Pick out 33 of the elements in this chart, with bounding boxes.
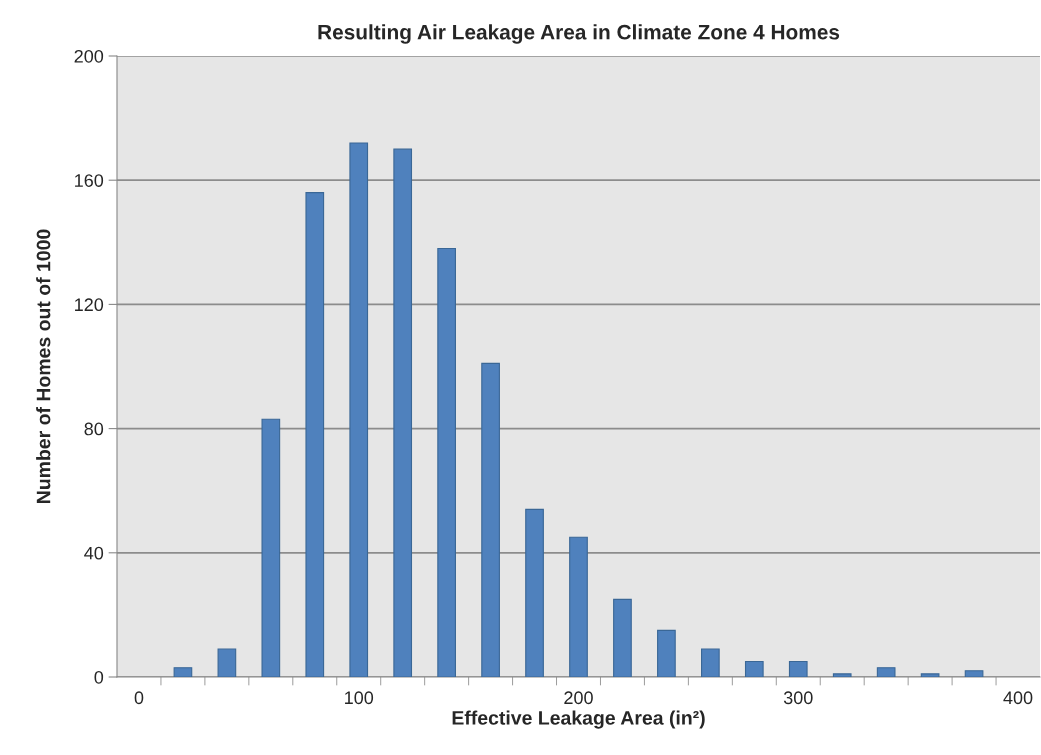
bar (481, 362, 500, 677)
bar (657, 629, 676, 677)
y-tick-label: 80 (84, 422, 104, 436)
x-tick-label: 400 (1003, 691, 1033, 705)
bar (349, 142, 369, 677)
y-tick-label: 0 (94, 670, 104, 684)
x-tick-label: 100 (345, 691, 374, 705)
bar (964, 670, 984, 677)
y-tick-label: 40 (84, 546, 104, 560)
bar (393, 148, 413, 677)
x-axis-title: Effective Leakage Area (in²) (452, 710, 705, 729)
bar (788, 660, 808, 677)
bar (525, 508, 544, 677)
bar (217, 648, 237, 677)
bar (305, 192, 325, 677)
bar (261, 418, 281, 677)
x-tick-label: 300 (783, 691, 813, 705)
y-tick-label: 200 (74, 49, 104, 63)
bar (832, 673, 852, 677)
bar (701, 648, 720, 677)
bar (613, 598, 632, 677)
bar (569, 536, 588, 677)
x-tick-label: 200 (564, 691, 593, 705)
bar (920, 673, 940, 677)
y-tick-label: 120 (75, 298, 104, 312)
bar (173, 667, 193, 677)
x-tick-label: 0 (134, 691, 144, 705)
y-tick-label: 160 (75, 174, 104, 187)
bar (437, 247, 456, 677)
chart-title: Resulting Air Leakage Area in Climate Zone 4 Homes (318, 24, 840, 44)
bar (876, 667, 896, 677)
y-axis-title: Number of Homes out of 1000 (36, 229, 51, 503)
bar (744, 660, 764, 677)
